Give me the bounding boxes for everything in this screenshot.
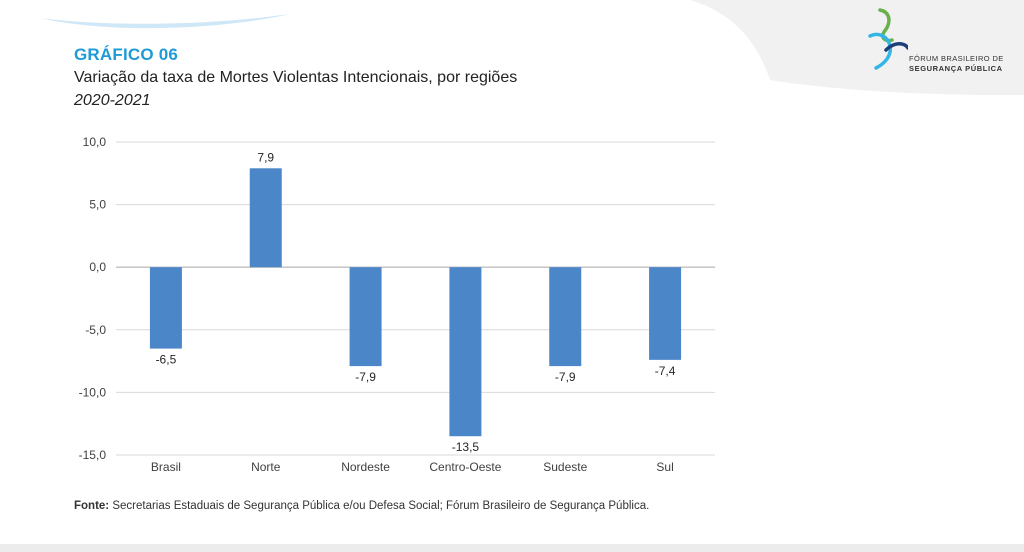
- data-label: 7,9: [257, 150, 274, 164]
- data-label: -6,5: [156, 353, 177, 367]
- bar: [549, 267, 582, 367]
- data-label: -7,9: [555, 370, 576, 384]
- bar: [649, 267, 682, 360]
- y-tick-label: 10,0: [83, 135, 107, 149]
- source-note: Fonte: Secretarias Estaduais de Seguranç…: [74, 500, 649, 512]
- y-tick-label: -10,0: [79, 385, 107, 399]
- bar: [149, 267, 182, 349]
- data-label: -7,4: [655, 364, 676, 378]
- y-tick-label: 5,0: [89, 198, 106, 212]
- header-decoration: [40, 0, 1024, 96]
- bar-chart: 10,0 5,0 0,0 -5,0 -10,0 -15,0 -6,5 Brasil 7,9 Nor…: [79, 135, 715, 474]
- category-label: Centro-Oeste: [429, 460, 501, 474]
- bar: [349, 267, 382, 367]
- y-tick-label: -5,0: [85, 323, 106, 337]
- data-label: -13,5: [452, 440, 480, 454]
- source-text: Secretarias Estaduais de Segurança Públi…: [109, 500, 650, 512]
- category-label: Sul: [656, 460, 673, 474]
- logo-text-line1: FÓRUM BRASILEIRO DE: [909, 54, 1004, 63]
- chart-label: GRÁFICO 06: [74, 45, 179, 64]
- category-label: Nordeste: [341, 460, 390, 474]
- data-label: -7,9: [355, 370, 376, 384]
- chart-subtitle: 2020-2021: [74, 92, 151, 109]
- chart-title: Variação da taxa de Mortes Violentas Int…: [74, 69, 518, 86]
- y-tick-label: -15,0: [79, 448, 107, 462]
- bar: [249, 168, 282, 268]
- bottom-divider: [0, 544, 1024, 552]
- category-label: Norte: [251, 460, 281, 474]
- logo-text-line2: SEGURANÇA PÚBLICA: [909, 64, 1003, 73]
- category-label: Brasil: [151, 460, 181, 474]
- y-tick-label: 0,0: [89, 260, 106, 274]
- fbsp-logo-icon: [868, 8, 908, 70]
- category-label: Sudeste: [543, 460, 587, 474]
- source-label: Fonte:: [74, 500, 110, 512]
- fbsp-logo: FÓRUM BRASILEIRO DE SEGURANÇA PÚBLICA: [868, 6, 1018, 76]
- bar: [449, 267, 482, 437]
